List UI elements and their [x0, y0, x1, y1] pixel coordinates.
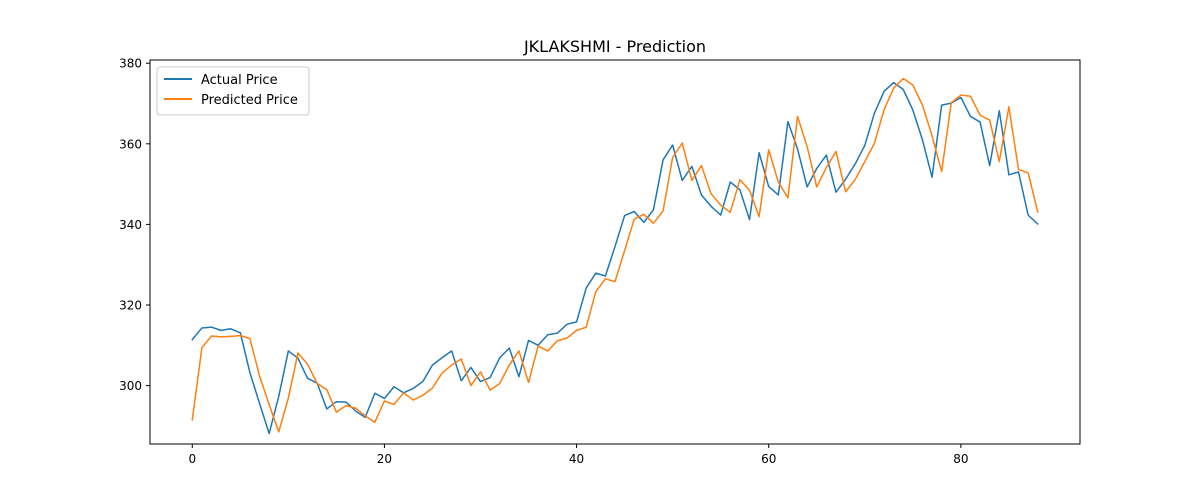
legend-box — [156, 66, 310, 116]
legend-label-predicted: Predicted Price — [201, 93, 298, 108]
series-line-predicted — [191, 77, 1039, 433]
legend: Actual Price Predicted Price — [156, 66, 310, 116]
chart-title: JKLAKSHMI - Prediction — [523, 37, 706, 56]
plot-frame — [149, 59, 1081, 445]
y-tick-label: 360 — [119, 137, 142, 151]
x-tick-label: 0 — [188, 452, 196, 466]
x-tick-label: 40 — [569, 452, 584, 466]
x-tick-label: 80 — [953, 452, 968, 466]
x-tick-label: 60 — [761, 452, 776, 466]
y-tick-label: 300 — [119, 379, 142, 393]
series-layer — [191, 77, 1039, 435]
x-axis: 0 20 40 60 80 — [188, 444, 969, 466]
legend-label-actual: Actual Price — [201, 73, 278, 88]
y-tick-label: 380 — [119, 57, 142, 71]
y-tick-label: 340 — [119, 218, 142, 232]
series-line-actual — [191, 81, 1039, 435]
y-axis: 300 320 340 360 380 — [119, 57, 150, 393]
y-tick-label: 320 — [119, 298, 142, 312]
x-tick-label: 20 — [377, 452, 392, 466]
